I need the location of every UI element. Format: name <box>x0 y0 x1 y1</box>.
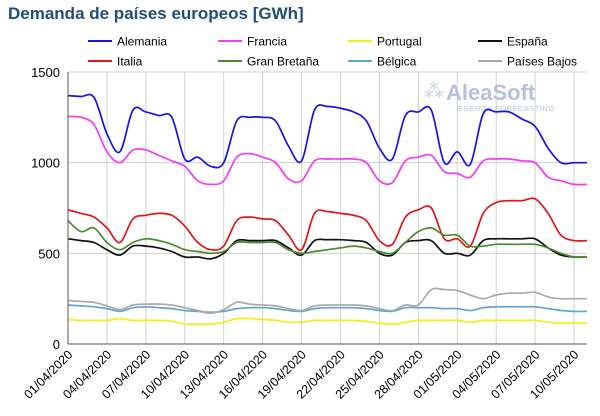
legend-label-paises-bajos: Países Bajos <box>507 55 577 69</box>
legend-label-alemania: Alemania <box>117 35 167 49</box>
series-line-portugal <box>67 317 587 326</box>
y-tick-label: 1500 <box>31 65 60 80</box>
series-line-alemania <box>67 93 587 169</box>
series-line-paises-bajos <box>67 287 587 315</box>
series-line-francia <box>67 115 588 186</box>
series-line-espana <box>67 237 588 260</box>
chart-series <box>67 93 588 326</box>
watermark-tagline: ENERGY FORECASTING <box>458 104 555 113</box>
chart-title: Demanda de países europeos [GWh] <box>8 4 304 23</box>
series-line-belgica <box>67 304 588 314</box>
legend-label-portugal: Portugal <box>377 35 422 49</box>
series-line-italia <box>67 197 588 252</box>
watermark-brand: AleaSoft <box>446 80 536 105</box>
legend-label-italia: Italia <box>117 55 143 69</box>
chart-legend: Alemania Francia Portugal España Italia Gran … <box>88 35 577 69</box>
chart-axes: 05001000150001/04/202004/04/202007/04/20… <box>21 65 587 402</box>
legend-label-francia: Francia <box>247 35 287 49</box>
series-line-gran-bretana <box>67 220 588 259</box>
legend-label-espana: España <box>507 35 548 49</box>
y-tick-label: 500 <box>38 246 60 261</box>
y-tick-label: 1000 <box>31 156 60 171</box>
legend-label-belgica: Bélgica <box>377 55 417 69</box>
y-tick-label: 0 <box>53 337 60 352</box>
aleasoft-logo-icon: ⁂ <box>424 81 444 103</box>
legend-label-gran-bretana: Gran Bretaña <box>247 55 319 69</box>
